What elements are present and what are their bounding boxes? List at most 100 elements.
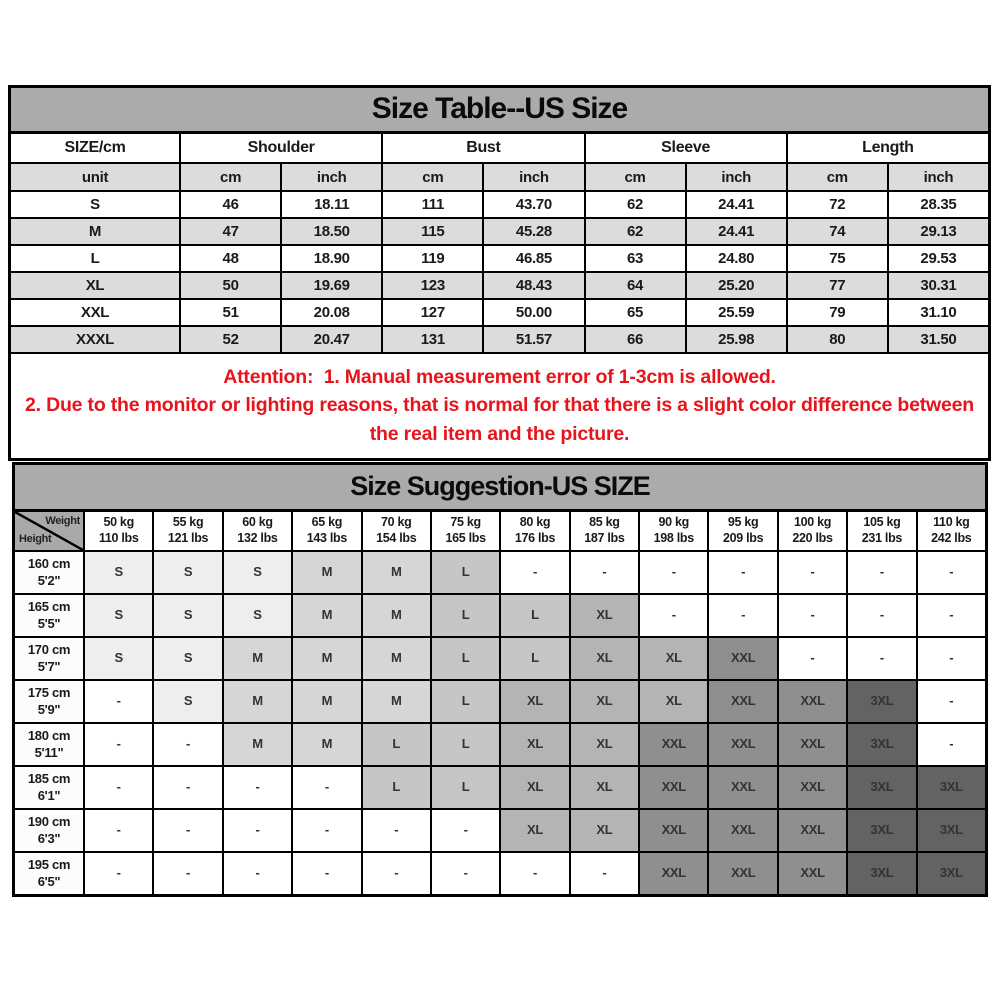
suggestion-size-cell: -	[85, 681, 153, 722]
size-table-group-header: Length	[787, 134, 988, 162]
suggestion-size-cell: -	[154, 724, 222, 765]
weight-header-cell: 50 kg 110 lbs	[85, 512, 153, 550]
size-table-unit-cell: inch	[484, 164, 584, 190]
suggestion-size-cell: XL	[570, 810, 639, 851]
size-suggestion-table: Weight Height 50 kg 110 lbs 55 kg 121 lbs 60 k…	[15, 512, 985, 894]
suggestion-size-cell: -	[778, 552, 847, 593]
suggestion-size-cell: 3XL	[848, 724, 916, 765]
suggestion-size-cell: XXL	[778, 724, 847, 765]
suggestion-size-cell: -	[431, 810, 500, 851]
size-row-label: M	[11, 219, 180, 244]
suggestion-size-cell: S	[154, 638, 222, 679]
weight-header-cell: 90 kg 198 lbs	[640, 512, 708, 550]
weight-lbs-label: 231 lbs	[861, 531, 903, 545]
suggestion-size-cell: L	[431, 638, 500, 679]
suggestion-size-cell: -	[709, 595, 777, 636]
suggestion-size-cell: M	[223, 681, 292, 722]
size-value-cell: 48	[181, 246, 281, 271]
size-row-label: S	[11, 192, 180, 217]
height-label-cell: 175 cm 5'9"	[15, 681, 83, 722]
suggestion-size-cell: -	[917, 681, 985, 722]
weight-header-cell: 60 kg 132 lbs	[223, 512, 292, 550]
suggestion-size-cell: -	[917, 595, 985, 636]
size-value-cell: 51	[181, 300, 281, 325]
suggestion-size-cell: S	[85, 638, 153, 679]
suggestion-size-cell: XL	[570, 638, 639, 679]
weight-lbs-label: 132 lbs	[237, 531, 278, 545]
suggestion-size-cell: S	[154, 681, 222, 722]
suggestion-size-cell: XL	[501, 681, 569, 722]
suggestion-size-cell: -	[362, 810, 430, 851]
weight-header-cell: 75 kg 165 lbs	[431, 512, 500, 550]
height-ft-label: 6'3"	[37, 830, 61, 846]
size-value-cell: 19.69	[282, 273, 382, 298]
suggestion-size-cell: XXL	[778, 810, 847, 851]
diagonal-line-icon	[15, 512, 83, 550]
height-label-cell: 165 cm 5'5"	[15, 595, 83, 636]
size-value-cell: 46.85	[484, 246, 584, 271]
suggestion-size-cell: -	[640, 595, 708, 636]
suggestion-size-cell: -	[709, 552, 777, 593]
size-value-cell: 43.70	[484, 192, 584, 217]
suggestion-size-cell: XXL	[778, 681, 847, 722]
weight-lbs-label: 154 lbs	[376, 531, 417, 545]
height-ft-label: 6'1"	[37, 787, 61, 803]
suggestion-size-cell: XXL	[709, 853, 777, 894]
weight-header-cell: 95 kg 209 lbs	[709, 512, 777, 550]
height-label-cell: 195 cm 6'5"	[15, 853, 83, 894]
suggestion-size-cell: 3XL	[917, 810, 985, 851]
suggestion-size-cell: L	[501, 595, 569, 636]
suggestion-size-cell: -	[570, 552, 639, 593]
suggestion-size-cell: L	[362, 724, 430, 765]
height-cm-label: 160 cm	[27, 556, 71, 572]
suggestion-size-cell: -	[848, 595, 916, 636]
weight-kg-label: 95 kg	[727, 515, 759, 530]
suggestion-size-cell: -	[223, 853, 292, 894]
height-label-cell: 170 cm 5'7"	[15, 638, 83, 679]
size-value-cell: 62	[585, 219, 685, 244]
size-value-cell: 31.10	[888, 300, 988, 325]
suggestion-size-cell: -	[431, 853, 500, 894]
suggestion-size-cell: -	[640, 552, 708, 593]
suggestion-size-cell: -	[85, 724, 153, 765]
suggestion-size-cell: M	[293, 681, 361, 722]
size-value-cell: 123	[383, 273, 483, 298]
size-table-unit-cell: cm	[585, 164, 685, 190]
size-value-cell: 51.57	[484, 327, 584, 352]
weight-lbs-label: 176 lbs	[514, 531, 556, 545]
height-cm-label: 170 cm	[27, 642, 71, 658]
suggestion-size-cell: 3XL	[848, 810, 916, 851]
height-ft-label: 5'2"	[37, 572, 61, 588]
suggestion-size-cell: -	[917, 638, 985, 679]
suggestion-size-cell: XL	[501, 810, 569, 851]
weight-header-cell: 55 kg 121 lbs	[154, 512, 222, 550]
weight-lbs-label: 209 lbs	[723, 531, 764, 545]
weight-header-cell: 105 kg 231 lbs	[848, 512, 916, 550]
size-table-section: Size Table--US Size SIZE/cm Shoulder Bust S…	[8, 85, 991, 461]
suggestion-size-cell: 3XL	[848, 767, 916, 808]
suggestion-size-cell: XXL	[778, 853, 847, 894]
height-cm-label: 185 cm	[27, 771, 71, 787]
corner-weight-label: Weight	[45, 515, 80, 527]
size-value-cell: 80	[787, 327, 887, 352]
suggestion-size-cell: M	[362, 595, 430, 636]
height-ft-label: 6'5"	[37, 873, 61, 889]
suggestion-size-cell: XXL	[640, 810, 708, 851]
suggestion-size-cell: S	[154, 595, 222, 636]
weight-header-cell: 70 kg 154 lbs	[362, 512, 430, 550]
suggestion-size-cell: L	[431, 724, 500, 765]
size-value-cell: 131	[383, 327, 483, 352]
weight-header-cell: 65 kg 143 lbs	[293, 512, 361, 550]
suggestion-size-cell: XL	[501, 767, 569, 808]
height-label-cell: 190 cm 6'3"	[15, 810, 83, 851]
suggestion-size-cell: -	[154, 767, 222, 808]
weight-kg-label: 85 kg	[589, 515, 620, 530]
size-suggestion-section: Size Suggestion-US SIZE Weight Height 50 k…	[12, 462, 988, 897]
size-table-unit-cell: unit	[11, 164, 180, 190]
size-suggestion-title: Size Suggestion-US SIZE	[15, 465, 985, 512]
size-row-label: XL	[11, 273, 180, 298]
size-value-cell: 48.43	[484, 273, 584, 298]
weight-kg-label: 105 kg	[863, 515, 901, 530]
height-label-cell: 160 cm 5'2"	[15, 552, 83, 593]
